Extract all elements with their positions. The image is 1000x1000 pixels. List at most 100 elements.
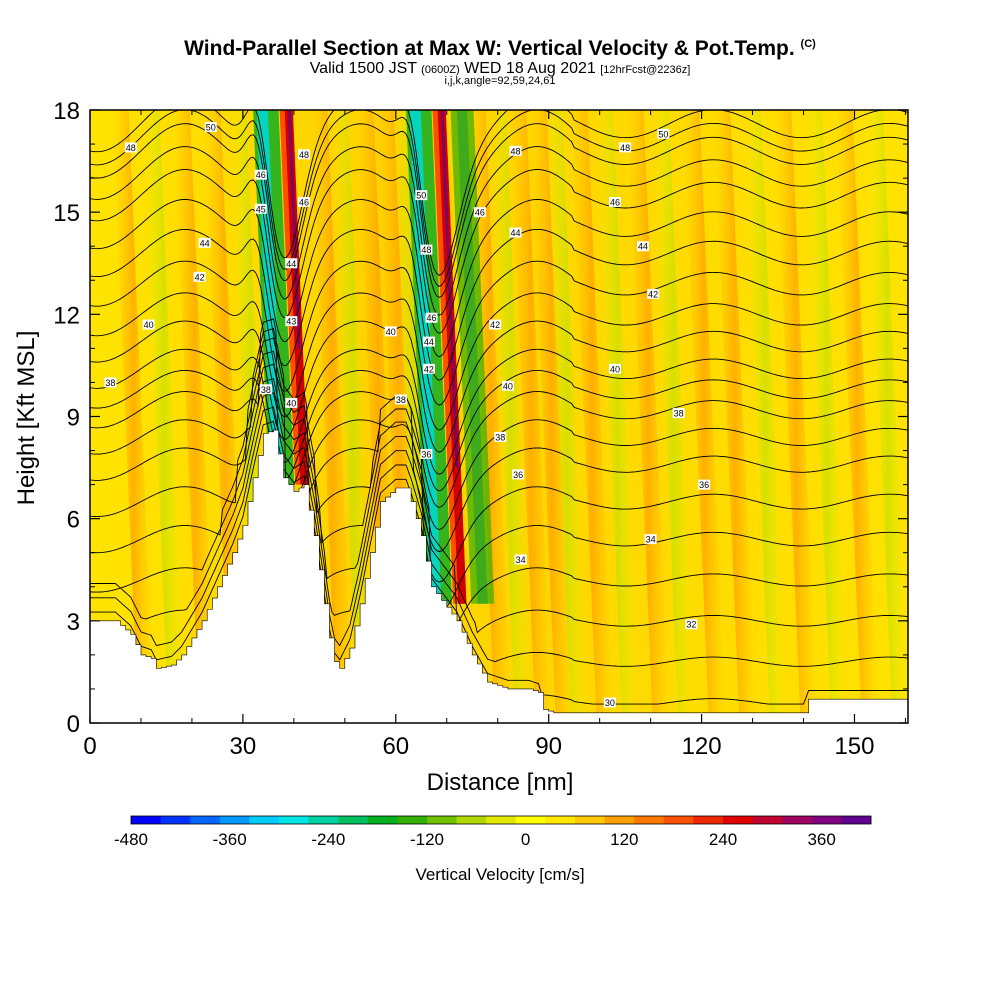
colorbar-segment [397, 816, 428, 824]
wave-band-17 [596, 110, 639, 723]
y-axis-label: Height [Kft MSL] [13, 331, 40, 506]
colorbar-segment [427, 816, 457, 824]
contour-label-bg [425, 312, 438, 323]
wave-band-13 [509, 110, 552, 723]
valid-time-zulu: (0600Z) [421, 64, 460, 76]
contour-label-13: 38 [259, 384, 272, 395]
x-tick-label: 30 [230, 733, 257, 760]
contour-label-bg [636, 241, 649, 252]
chart-subtitle: Valid 1500 JST (0600Z) WED 18 Aug 2021 [… [0, 60, 1000, 78]
contour-label-bg [509, 145, 522, 156]
contour-label-bg [501, 380, 514, 391]
contour-label-19: 42 [422, 363, 435, 374]
contour-label-text: 36 [699, 480, 709, 490]
wave-band-18 [627, 110, 670, 723]
contour-label-bg [512, 469, 525, 480]
contour-label-text: 32 [686, 620, 696, 630]
contour-label-bg [473, 207, 486, 218]
contour-label-text: 40 [386, 327, 396, 337]
contour-label-bg [494, 431, 507, 442]
y-tick-label: 18 [53, 98, 80, 125]
contour-label-bg [489, 319, 502, 330]
colorbar-segment [693, 816, 724, 824]
contour-label-text: 48 [126, 143, 136, 153]
contour-label-bg [285, 397, 298, 408]
theta-contour-9 [90, 318, 908, 508]
colorbar-segment [811, 816, 842, 824]
wave-band-7 [331, 110, 374, 723]
contour-label-bg [603, 697, 616, 708]
contour-label-26: 42 [489, 319, 502, 330]
contour-label-14: 40 [285, 397, 298, 408]
contour-label-bg [394, 394, 407, 405]
contour-label-text: 40 [610, 364, 620, 374]
colorbar-segment [575, 816, 605, 824]
colorbar-segment [545, 816, 576, 824]
wave-band-14 [530, 110, 573, 723]
colorbar-tick-label: -240 [311, 830, 345, 849]
theta-contour-17 [90, 169, 908, 334]
contour-label-bg [608, 196, 621, 207]
theta-contour-19 [90, 123, 908, 298]
colorbar-label: Vertical Velocity [cm/s] [415, 865, 584, 884]
theta-contour-4 [90, 377, 908, 627]
contour-label-bg [420, 448, 433, 459]
contour-label-text: 38 [261, 385, 271, 395]
y-tick-label: 12 [53, 302, 80, 329]
contour-label-text: 46 [256, 170, 266, 180]
contour-label-text: 34 [646, 535, 656, 545]
contour-label-24: 46 [473, 207, 486, 218]
theta-contour-2 [90, 406, 908, 667]
theta-contour-21 [90, 110, 908, 276]
contour-label-text: 44 [286, 259, 296, 269]
y-tick-label: 9 [67, 405, 80, 432]
contour-label-text: 42 [648, 289, 658, 299]
copyright-mark: (C) [800, 38, 816, 50]
contour-label-text: 36 [513, 470, 523, 480]
y-tick-label: 15 [53, 200, 80, 227]
theta-contour-16 [90, 199, 908, 358]
contour-label-bg [298, 149, 311, 160]
contour-label-10: 46 [298, 196, 311, 207]
contour-label-40: 32 [685, 619, 698, 630]
chart-title: Wind-Parallel Section at Max W: Vertical… [0, 37, 1000, 61]
contour-label-text: 50 [658, 129, 668, 139]
colorbar-tick-label: 240 [709, 830, 737, 849]
colorbar-segment [515, 816, 546, 824]
colorbar-tick-label: -480 [114, 830, 148, 849]
contour-label-bg [509, 227, 522, 238]
contour-label-text: 48 [620, 143, 630, 153]
contour-label-17: 46 [425, 312, 438, 323]
theta-contour-14 [90, 260, 908, 406]
contour-label-9: 48 [298, 149, 311, 160]
contour-label-bg [647, 288, 660, 299]
contour-label-text: 40 [144, 320, 154, 330]
contour-label-bg [698, 479, 711, 490]
contour-label-bg [204, 122, 217, 133]
forecast-info: [12hrFcst@2236z] [600, 64, 691, 76]
contour-label-bg [285, 258, 298, 269]
contour-label-bg [685, 619, 698, 630]
wave-band-3 [173, 110, 216, 723]
x-tick-label: 150 [834, 733, 874, 760]
contour-label-text: 46 [475, 208, 485, 218]
colorbar-segment [752, 816, 783, 824]
wave-band-1 [112, 110, 155, 723]
contour-label-bg [422, 336, 435, 347]
contour-label-text: 50 [206, 123, 216, 133]
colorbar-segment [249, 816, 280, 824]
theta-contour-18 [90, 146, 908, 316]
colorbar-segment [190, 816, 221, 824]
theta-contour-1 [90, 420, 908, 705]
contour-label-text: 44 [424, 337, 434, 347]
contour-label-bg [415, 190, 428, 201]
contour-label-bg [657, 128, 670, 139]
colorbar-segment [338, 816, 369, 824]
contour-label-bg [422, 363, 435, 374]
colorbar-segment [634, 816, 665, 824]
wave-band-16 [571, 110, 614, 723]
contour-label-33: 46 [608, 196, 621, 207]
contour-label-23: 48 [509, 145, 522, 156]
theta-contour-15 [90, 228, 908, 381]
colorbar-segment [456, 816, 487, 824]
